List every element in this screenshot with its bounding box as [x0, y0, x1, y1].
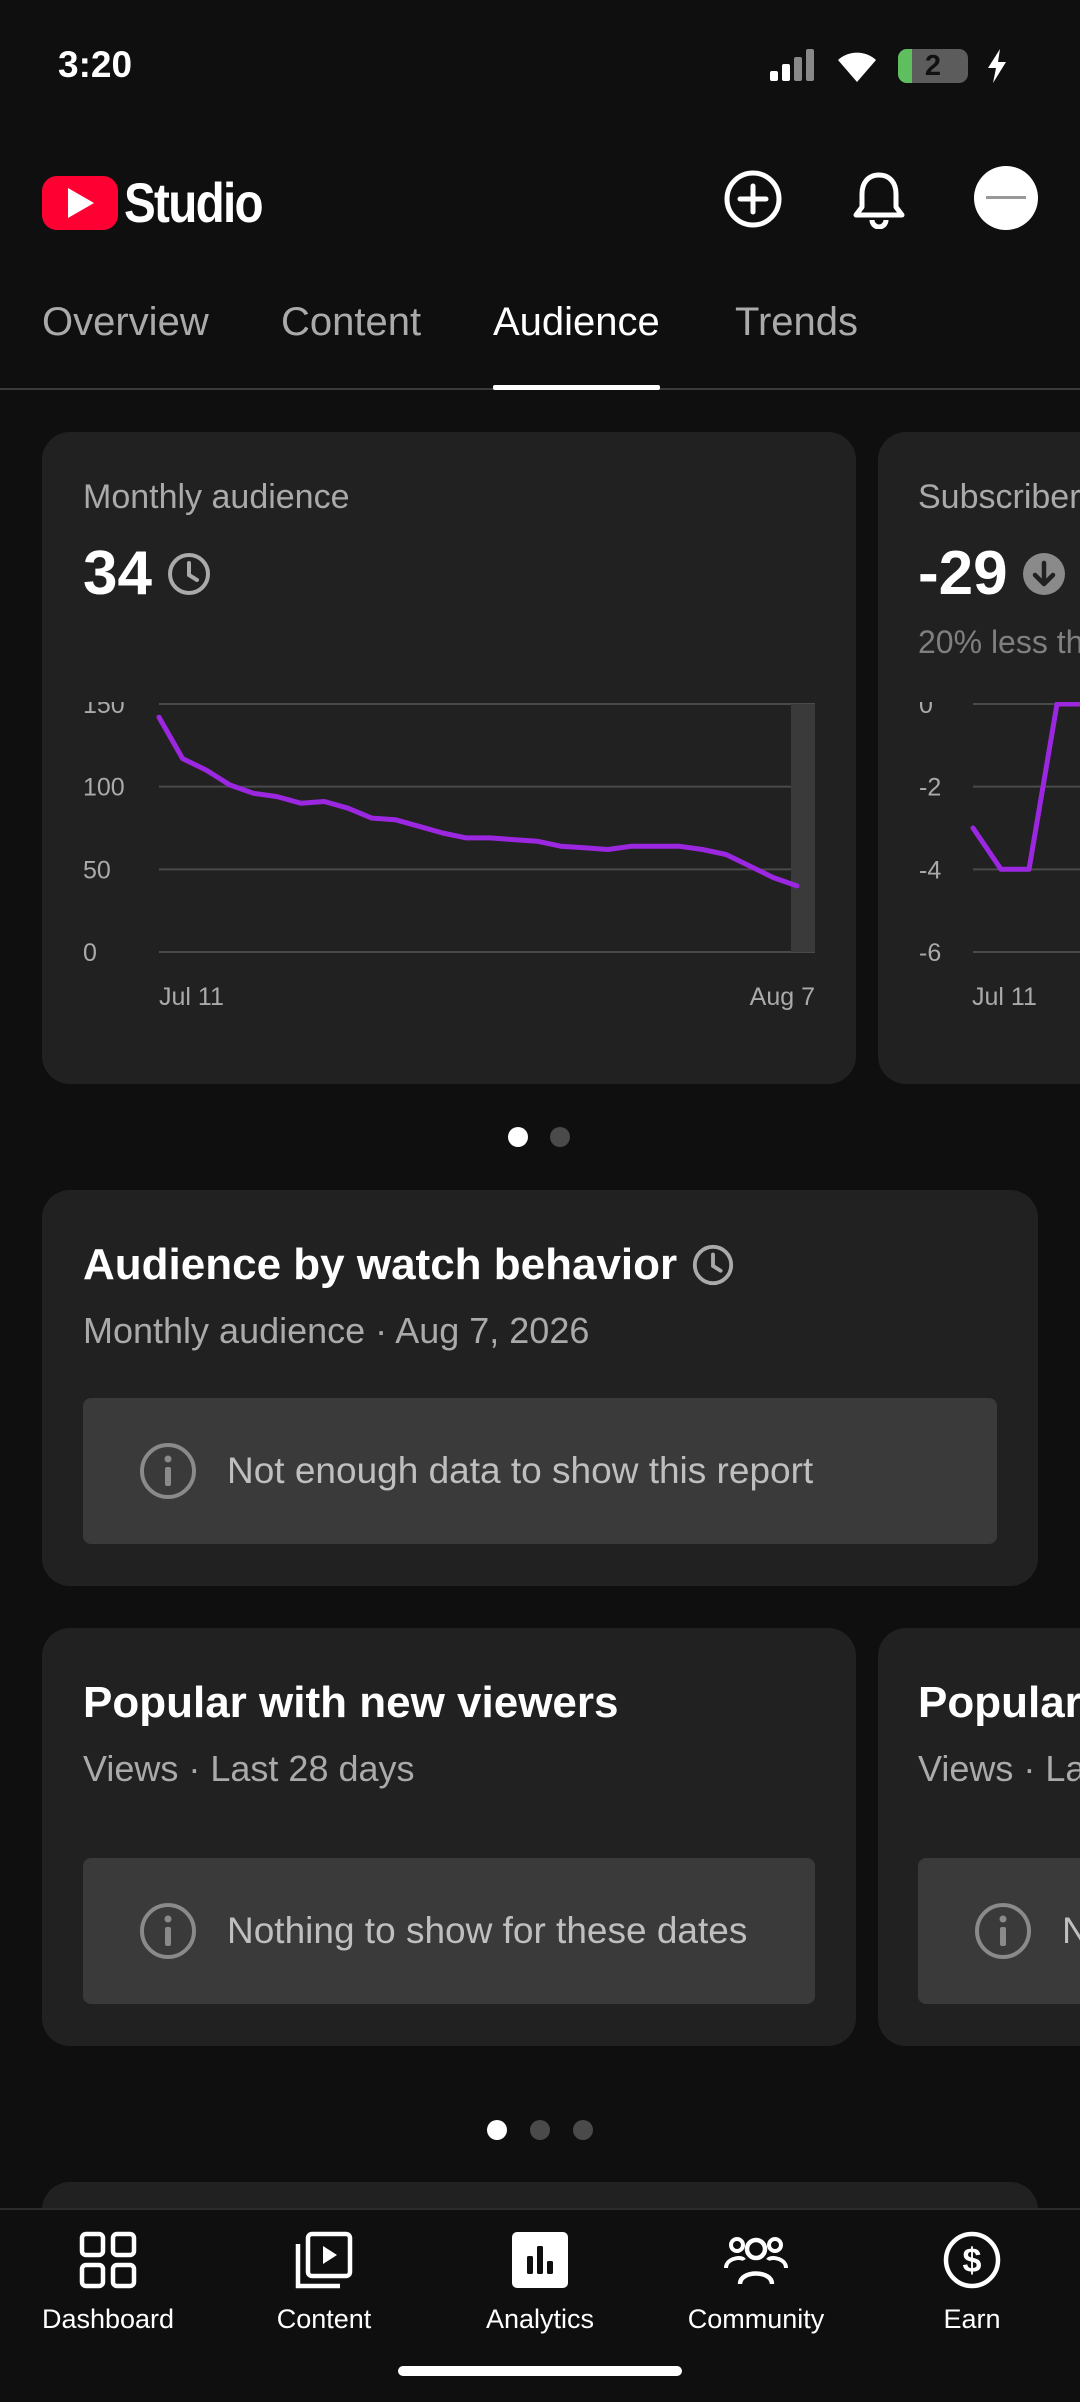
- nav-label: Earn: [943, 2304, 1001, 2334]
- popular-next-card: Popular Views · La N: [878, 1628, 1080, 2046]
- analytics-icon: [512, 2232, 568, 2288]
- subscribers-chart: 0 -2 -4 -6 Jul 11: [919, 702, 1080, 1011]
- notifications-button[interactable]: [846, 166, 912, 232]
- section-title: Popular: [918, 1678, 1080, 1727]
- nav-label: Content: [276, 2304, 372, 2334]
- pager-dot[interactable]: [530, 2120, 550, 2140]
- subscribers-note: 20% less than usual: [918, 624, 1080, 660]
- series-line: [970, 702, 1080, 872]
- pager-dot[interactable]: [573, 2120, 593, 2140]
- wifi-icon: [838, 52, 876, 82]
- y-tick-label: 100: [83, 774, 125, 802]
- watch-behavior-card: Audience by watch behavior Monthly audie…: [42, 1190, 1038, 1586]
- card-title: Monthly audience: [83, 478, 350, 516]
- bottom-navigation: Dashboard Content Analytics: [0, 2208, 1080, 2402]
- status-icons: 2: [770, 46, 1008, 86]
- chart-highlight-bar: [791, 704, 815, 952]
- empty-report-notice: Nothing to show for these dates: [83, 1858, 815, 2004]
- y-tick-label: -4: [919, 856, 941, 884]
- x-tick-label: Jul 11: [159, 983, 224, 1011]
- y-tick-label: -2: [919, 774, 941, 802]
- pager-dot[interactable]: [508, 1127, 528, 1147]
- battery-icon: 2: [898, 49, 968, 83]
- clock-icon: [693, 1244, 734, 1286]
- add-circle-icon: [724, 170, 782, 228]
- subscribers-value: -29: [918, 539, 1008, 608]
- subscribers-card[interactable]: Subscribers -29 20% less than usual 0 -2 -…: [878, 432, 1080, 1084]
- monthly-audience-chart: 150 100 50 0 Jul 11 Aug 7: [83, 702, 815, 1011]
- clock-icon: [167, 552, 210, 595]
- monthly-audience-value: 34: [83, 539, 152, 608]
- monthly-audience-card[interactable]: Monthly audience 34 150 100 50 0 Jul 11 Aug…: [42, 432, 856, 1084]
- empty-report-notice: Not enough data to show this report: [83, 1398, 997, 1544]
- y-tick-label: -6: [919, 939, 941, 967]
- section-title: Audience by watch behavior: [83, 1240, 678, 1289]
- video-library-icon: [295, 2231, 353, 2289]
- analytics-tabs: Overview Content Audience Trends: [0, 300, 1080, 390]
- channel-logo-icon: [986, 196, 1026, 199]
- nav-label: Community: [687, 2304, 825, 2334]
- nav-community[interactable]: Community: [648, 2228, 864, 2335]
- section-subtitle: Views · Last 28 days: [83, 1748, 415, 1789]
- nav-content[interactable]: Content: [216, 2228, 432, 2335]
- notice-text: Not enough data to show this report: [227, 1450, 814, 1491]
- arrow-down-circle-icon: [1022, 552, 1065, 595]
- chart-pager: [508, 1127, 570, 1147]
- y-tick-label: 0: [919, 702, 933, 719]
- info-icon: [140, 1903, 196, 1959]
- series-line: [156, 714, 800, 889]
- home-indicator[interactable]: [398, 2366, 682, 2376]
- info-icon: [975, 1903, 1031, 1959]
- pager-dot[interactable]: [550, 1127, 570, 1147]
- dashboard-icon: [79, 2231, 137, 2289]
- popular-pager: [487, 2120, 593, 2140]
- tab-audience[interactable]: Audience: [493, 300, 660, 390]
- tab-trends[interactable]: Trends: [735, 300, 859, 344]
- notice-text: Nothing to show for these dates: [227, 1910, 748, 1951]
- section-title: Popular with new viewers: [83, 1678, 619, 1727]
- create-button[interactable]: [720, 166, 786, 232]
- status-time: 3:20: [58, 44, 133, 85]
- empty-report-notice: N: [918, 1858, 1080, 2004]
- info-icon: [140, 1443, 196, 1499]
- card-title: Subscribers: [918, 478, 1080, 516]
- dollar-circle-icon: $: [943, 2231, 1001, 2289]
- notice-text: N: [1062, 1910, 1080, 1951]
- popular-new-viewers-card: Popular with new viewers Views · Last 28…: [42, 1628, 856, 2046]
- y-tick-label: 150: [83, 702, 125, 719]
- subscribers-card-clip: Subscribers -29 20% less than usual 0 -2 -…: [878, 432, 1080, 1084]
- nav-dashboard[interactable]: Dashboard: [0, 2228, 216, 2335]
- section-subtitle: Monthly audience · Aug 7, 2026: [83, 1310, 590, 1351]
- pager-dot[interactable]: [487, 2120, 507, 2140]
- nav-analytics[interactable]: Analytics: [432, 2228, 648, 2335]
- account-avatar[interactable]: [974, 166, 1038, 230]
- signal-icon: [770, 49, 814, 81]
- y-tick-label: 50: [83, 856, 111, 884]
- community-icon: [724, 2237, 788, 2285]
- svg-text:$: $: [963, 2242, 982, 2280]
- x-tick-label: Aug 7: [750, 983, 815, 1011]
- tab-overview[interactable]: Overview: [42, 300, 209, 344]
- popular-next-card-clip: Popular Views · La N: [878, 1628, 1080, 2046]
- nav-earn[interactable]: $ Earn: [864, 2228, 1080, 2335]
- brand-name: Studio: [124, 171, 264, 234]
- bell-icon: [853, 172, 905, 229]
- x-tick-label: Jul 11: [972, 983, 1037, 1011]
- y-tick-label: 0: [83, 939, 97, 967]
- charging-icon: [988, 49, 1006, 83]
- youtube-play-icon: [42, 175, 118, 230]
- nav-label: Dashboard: [41, 2304, 175, 2334]
- nav-label: Analytics: [485, 2304, 595, 2334]
- section-subtitle: Views · La: [918, 1748, 1080, 1789]
- tab-content[interactable]: Content: [281, 300, 422, 344]
- youtube-studio-logo[interactable]: Studio: [42, 170, 286, 235]
